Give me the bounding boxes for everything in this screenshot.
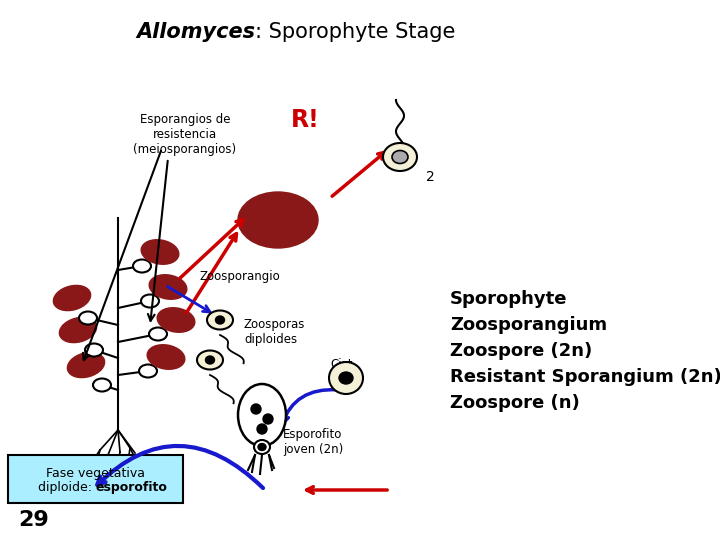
Ellipse shape bbox=[383, 143, 417, 171]
Text: Zoosporangium: Zoosporangium bbox=[450, 316, 607, 334]
Text: Cist: Cist bbox=[330, 358, 353, 371]
Text: Sporophyte: Sporophyte bbox=[450, 290, 567, 308]
Ellipse shape bbox=[257, 424, 267, 434]
Ellipse shape bbox=[85, 343, 103, 356]
Text: Zoosporas
diploides: Zoosporas diploides bbox=[244, 318, 305, 346]
Ellipse shape bbox=[339, 372, 353, 384]
Ellipse shape bbox=[139, 364, 157, 377]
Ellipse shape bbox=[133, 260, 151, 273]
Ellipse shape bbox=[157, 308, 195, 332]
Ellipse shape bbox=[53, 286, 91, 310]
Ellipse shape bbox=[392, 151, 408, 164]
Ellipse shape bbox=[251, 404, 261, 414]
Ellipse shape bbox=[79, 312, 97, 325]
Text: 2: 2 bbox=[426, 170, 435, 184]
Text: Zoospore (n): Zoospore (n) bbox=[450, 394, 580, 412]
Text: 29: 29 bbox=[18, 510, 49, 530]
Text: Allomyces: Allomyces bbox=[136, 22, 255, 42]
Ellipse shape bbox=[141, 240, 179, 264]
Ellipse shape bbox=[205, 356, 215, 364]
Ellipse shape bbox=[149, 275, 186, 299]
Ellipse shape bbox=[238, 384, 286, 446]
Text: diploide:: diploide: bbox=[37, 481, 96, 494]
Text: Zoosporangio: Zoosporangio bbox=[200, 270, 281, 283]
Ellipse shape bbox=[147, 345, 185, 369]
Ellipse shape bbox=[263, 414, 273, 424]
Text: Fase vegetativa: Fase vegetativa bbox=[46, 467, 145, 480]
Ellipse shape bbox=[254, 440, 270, 454]
Text: R!: R! bbox=[291, 108, 320, 132]
Text: Esporangios de
resistencia
(meiosporangios): Esporangios de resistencia (meiosporangi… bbox=[133, 113, 237, 156]
Text: Esporofito
joven (2n): Esporofito joven (2n) bbox=[283, 428, 343, 456]
Ellipse shape bbox=[238, 192, 318, 248]
Ellipse shape bbox=[197, 350, 223, 369]
FancyBboxPatch shape bbox=[8, 455, 183, 503]
Text: esporofito: esporofito bbox=[96, 481, 167, 494]
Text: Resistant Sporangium (2n): Resistant Sporangium (2n) bbox=[450, 368, 720, 386]
Ellipse shape bbox=[93, 379, 111, 392]
Ellipse shape bbox=[149, 327, 167, 341]
Ellipse shape bbox=[68, 353, 104, 377]
Ellipse shape bbox=[141, 294, 159, 307]
Ellipse shape bbox=[258, 443, 266, 450]
Ellipse shape bbox=[329, 362, 363, 394]
Text: Zoospore (2n): Zoospore (2n) bbox=[450, 342, 593, 360]
Ellipse shape bbox=[207, 310, 233, 329]
Text: : Sporophyte Stage: : Sporophyte Stage bbox=[255, 22, 455, 42]
Ellipse shape bbox=[59, 318, 96, 342]
Ellipse shape bbox=[215, 316, 225, 324]
